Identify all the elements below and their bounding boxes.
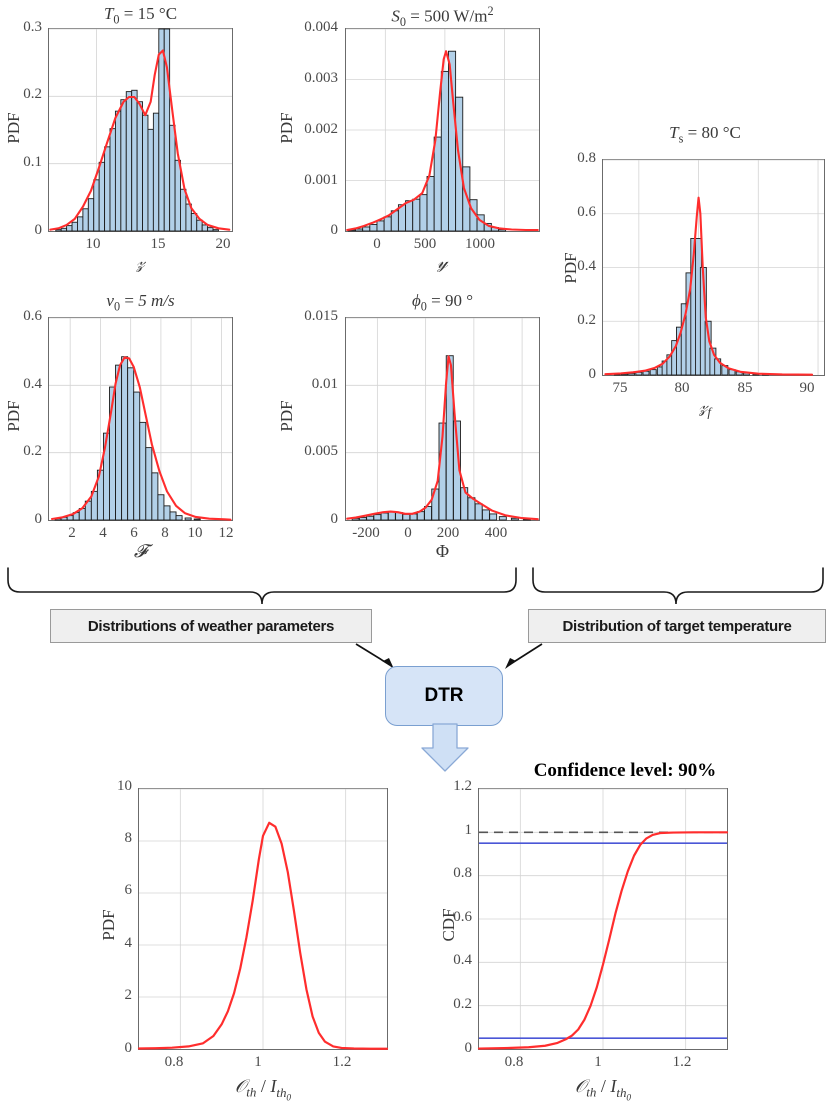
panel-ampacity-pdf: PDF 10 8 6 4 2 0 0.8 1 1.2 𝒪th / Ith0 — [90, 760, 430, 1116]
ytick: 0.4 — [453, 952, 472, 968]
panel-heat-flux-xlabel: Φ — [435, 541, 450, 561]
panel-ampacity-cdf-axes — [477, 788, 729, 1050]
xtick: 0 — [404, 525, 412, 541]
brace-target — [532, 567, 824, 605]
xtick: 1.2 — [672, 1054, 692, 1070]
panel-wind-speed-axes — [48, 317, 233, 521]
ytick: 0 — [34, 222, 43, 238]
panel-temperature-xlabel: 𝓏 — [136, 252, 145, 272]
xtick: 85 — [737, 380, 753, 396]
panel-wind-speed-title: v0 = 5 m/s — [106, 291, 175, 314]
ytick: 0 — [330, 511, 339, 527]
xtick: 0.8 — [504, 1054, 524, 1070]
panel-heat-flux: ϕ0 = 90 ° PDF 0.015 0.01 0.005 0 -200 0 … — [270, 280, 555, 570]
panel-wind-speed: v0 = 5 m/s PDF 0.6 0.4 0.2 0 2 4 6 8 10 … — [0, 280, 270, 570]
panel-target-temperature-title: Ts = 80 °C — [669, 123, 741, 146]
xtick: 500 — [413, 236, 437, 252]
xtick: 1000 — [465, 236, 495, 252]
ytick: 0.015 — [304, 308, 338, 324]
panel-solar-axes — [345, 28, 540, 232]
ytick: 8 — [124, 830, 133, 846]
ytick: 0 — [588, 366, 597, 382]
xtick: -200 — [352, 525, 380, 541]
ytick: 0.6 — [577, 204, 596, 220]
xtick: 10 — [85, 236, 101, 252]
xtick: 400 — [484, 525, 508, 541]
panel-ampacity-cdf-title: Confidence level: 90% — [533, 760, 717, 781]
xtick: 8 — [161, 525, 169, 541]
ytick: 1 — [464, 822, 473, 838]
panel-ampacity-cdf-xlabel: 𝒪th / Ith0 — [574, 1076, 632, 1104]
panel-heat-flux-title: ϕ0 = 90 ° — [411, 291, 474, 314]
ytick: 0 — [330, 222, 339, 238]
panel-solar: S0 = 500 W/m2 PDF 0.004 0.003 0.002 0.00… — [270, 0, 555, 280]
ytick: 0.4 — [577, 258, 596, 274]
ytick: 0.005 — [304, 443, 338, 459]
xtick: 1 — [254, 1054, 262, 1070]
panel-temperature-title: T0 = 15 °C — [103, 4, 178, 27]
ytick: 0.2 — [23, 443, 42, 459]
panel-ampacity-cdf: Confidence level: 90% CDF 1.2 1 0.8 0.6 … — [430, 760, 830, 1116]
xtick: 200 — [436, 525, 460, 541]
ytick: 6 — [124, 882, 133, 898]
panel-target-temperature: Ts = 80 °C PDF 0.8 0.6 0.4 0.2 0 75 80 8… — [555, 110, 830, 420]
brace-weather — [7, 567, 517, 605]
ytick: 0 — [34, 511, 43, 527]
ytick: 0.8 — [577, 150, 596, 166]
xtick: 12 — [218, 525, 234, 541]
panel-target-temperature-axes — [602, 159, 825, 376]
xtick: 1.2 — [332, 1054, 352, 1070]
dtr-process-box[interactable]: DTR — [385, 666, 503, 726]
panel-heat-flux-axes — [345, 317, 540, 521]
panel-solar-xlabel: 𝓎 — [437, 252, 448, 272]
ytick: 0.2 — [23, 86, 42, 102]
ytick: 0.002 — [304, 121, 338, 137]
ytick: 0.6 — [23, 308, 42, 324]
panel-wind-speed-ylabel: PDF — [4, 400, 23, 432]
panel-wind-speed-xlabel: 𝓕 — [133, 541, 148, 561]
xtick: 15 — [150, 236, 166, 252]
xtick: 6 — [130, 525, 138, 541]
ytick: 10 — [117, 778, 132, 794]
panel-temperature-axes — [48, 28, 233, 232]
ytick: 0 — [464, 1040, 473, 1056]
flow-label-target: Distribution of target temperature — [528, 609, 826, 643]
ytick: 0 — [124, 1040, 133, 1056]
xtick: 2 — [68, 525, 76, 541]
arrow-dtr-output — [421, 723, 469, 772]
ytick: 0.3 — [23, 19, 42, 35]
ytick: 4 — [124, 935, 133, 951]
panel-temperature-ylabel: PDF — [4, 112, 23, 144]
ytick: 0.2 — [577, 312, 596, 328]
flow-label-weather: Distributions of weather parameters — [50, 609, 372, 643]
panel-target-temperature-xlabel: 𝓏f — [699, 396, 711, 420]
xtick: 90 — [799, 380, 815, 396]
xtick: 75 — [612, 380, 628, 396]
xtick: 4 — [99, 525, 107, 541]
ytick: 0.1 — [23, 154, 42, 170]
panel-heat-flux-ylabel: PDF — [277, 400, 296, 432]
ytick: 0.4 — [23, 376, 42, 392]
panel-solar-title: S0 = 500 W/m2 — [391, 4, 494, 30]
panel-ampacity-pdf-xlabel: 𝒪th / Ith0 — [234, 1076, 292, 1104]
ytick: 0.004 — [304, 19, 338, 35]
panel-ampacity-pdf-axes — [137, 788, 389, 1050]
xtick: 20 — [215, 236, 231, 252]
ytick: 0.6 — [453, 909, 472, 925]
panel-temperature: T0 = 15 °C PDF 0.3 0.2 0.1 0 10 15 20 𝓏 — [0, 0, 270, 280]
ytick: 0.8 — [453, 865, 472, 881]
ytick: 2 — [124, 987, 133, 1003]
xtick: 0 — [373, 236, 381, 252]
ytick: 0.2 — [453, 996, 472, 1012]
ytick: 0.001 — [304, 172, 338, 188]
arrow-target-to-dtr — [505, 643, 543, 669]
xtick: 80 — [674, 380, 690, 396]
ytick: 0.003 — [304, 70, 338, 86]
ytick: 1.2 — [453, 778, 472, 794]
xtick: 1 — [594, 1054, 602, 1070]
xtick: 10 — [187, 525, 203, 541]
xtick: 0.8 — [164, 1054, 184, 1070]
ytick: 0.01 — [311, 376, 338, 392]
